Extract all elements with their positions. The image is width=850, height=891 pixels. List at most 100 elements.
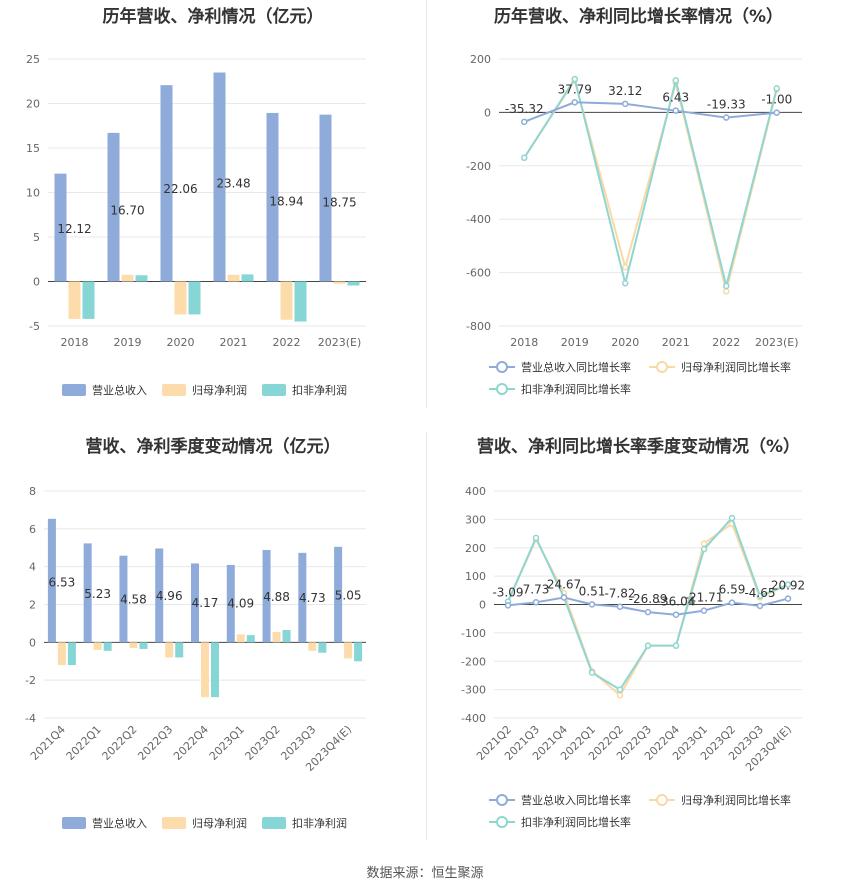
bar [298,552,307,643]
data-label: 12.12 [57,222,91,236]
bar [165,642,174,658]
x-tick-label: 2022Q1 [64,723,104,763]
x-tick-label: 2022Q2 [100,723,140,763]
bar [334,546,343,643]
data-label: 4.88 [263,590,290,604]
data-point [723,282,730,290]
data-label: -19.33 [707,98,746,112]
legend-label: 营业总收入 [92,816,147,830]
bar [67,642,76,666]
bar [246,635,255,643]
bar [160,85,173,282]
y-tick-label: 25 [26,53,40,66]
y-tick-label: -4 [25,712,36,725]
x-tick-label: 2018 [510,336,538,349]
chart-title: 营收、净利同比增长率季度变动情况（%） [476,437,801,457]
y-tick-label: 200 [465,542,486,555]
data-label: -35.32 [505,102,544,116]
y-tick-label: -200 [461,655,486,668]
data-label: 16.70 [110,204,144,218]
data-label: -21.71 [685,591,724,605]
bar [103,642,112,651]
bar [83,543,92,643]
data-point [521,118,528,126]
y-tick-label: 0 [33,276,40,289]
data-label: -7.82 [604,587,635,601]
data-point [700,545,708,553]
bar [280,281,293,320]
y-tick-label: 0 [484,106,491,119]
x-tick-label: 2020 [167,336,195,349]
legend-swatch [162,817,186,829]
legend-label: 归母净利润同比增长率 [681,793,791,807]
legend-swatch [162,384,186,396]
bar [344,642,353,659]
data-label: 4.96 [156,589,183,603]
data-label: 18.94 [269,195,303,209]
legend-marker [656,794,668,806]
legend-swatch [62,817,86,829]
data-point [571,75,578,83]
y-tick-label: -200 [466,160,491,173]
bar [318,642,327,653]
data-label: 7.73 [523,582,550,596]
y-tick-label: 200 [470,53,491,66]
bar [262,550,271,643]
data-label: 4.73 [299,591,326,605]
chart-title: 历年营收、净利情况（亿元） [102,7,324,27]
data-label: 4.58 [120,592,147,606]
bar [82,281,95,319]
series-line [523,76,778,287]
legend-marker [656,361,668,373]
data-label: 6.53 [49,576,76,590]
bar [226,564,235,643]
data-label: 0.51 [579,584,606,598]
data-point [756,602,764,610]
data-label: 4.09 [227,597,254,611]
bar [188,281,201,315]
legend-marker [496,794,508,806]
bar [68,281,81,319]
data-point [622,264,629,271]
legend-marker [496,383,508,395]
data-point [773,85,780,92]
bar [174,281,187,315]
x-tick-label: 2023(E) [318,336,362,349]
bar [119,555,128,643]
panel-annual-revenue: 历年营收、净利情况（亿元） -5 0 5 10 15 20 25 12.12 16.70 22.0… [0,0,426,410]
bar [121,274,134,282]
bar [201,642,209,698]
data-point [728,599,736,606]
data-label: 5.05 [335,588,362,602]
bar [213,72,226,282]
data-label: 4.17 [192,596,219,610]
y-tick-label: 400 [465,485,486,498]
data-source-footer: 数据来源：恒生聚源 [366,866,484,881]
data-point [521,154,528,162]
y-tick-label: 0 [479,599,486,612]
x-tick-label: 2023(E) [755,336,799,349]
data-point [756,592,764,600]
bar [135,275,148,282]
bar [236,634,245,643]
legend-swatch [62,384,86,396]
y-tick-label: 15 [26,142,40,155]
bar [191,563,199,643]
data-point [700,607,708,614]
bar [308,642,317,651]
data-point [784,595,792,602]
data-point [504,602,512,609]
data-label: -36.04 [657,595,696,609]
data-label: 18.75 [322,195,356,209]
x-tick-label: 2018 [61,336,89,349]
data-point [644,642,652,649]
y-tick-label: 2 [29,599,36,612]
data-label: 37.79 [558,82,592,96]
bar [347,281,360,286]
bar [333,281,346,284]
annual-growth-chart: -800 -600 -400 -200 0 200 -35.32 37.79 32.12 6.43… [466,53,802,396]
legend-label: 归母净利润同比增长率 [681,360,791,374]
y-tick-label: 0 [29,636,36,649]
data-point [728,514,736,522]
y-tick-label: 6 [29,523,36,536]
